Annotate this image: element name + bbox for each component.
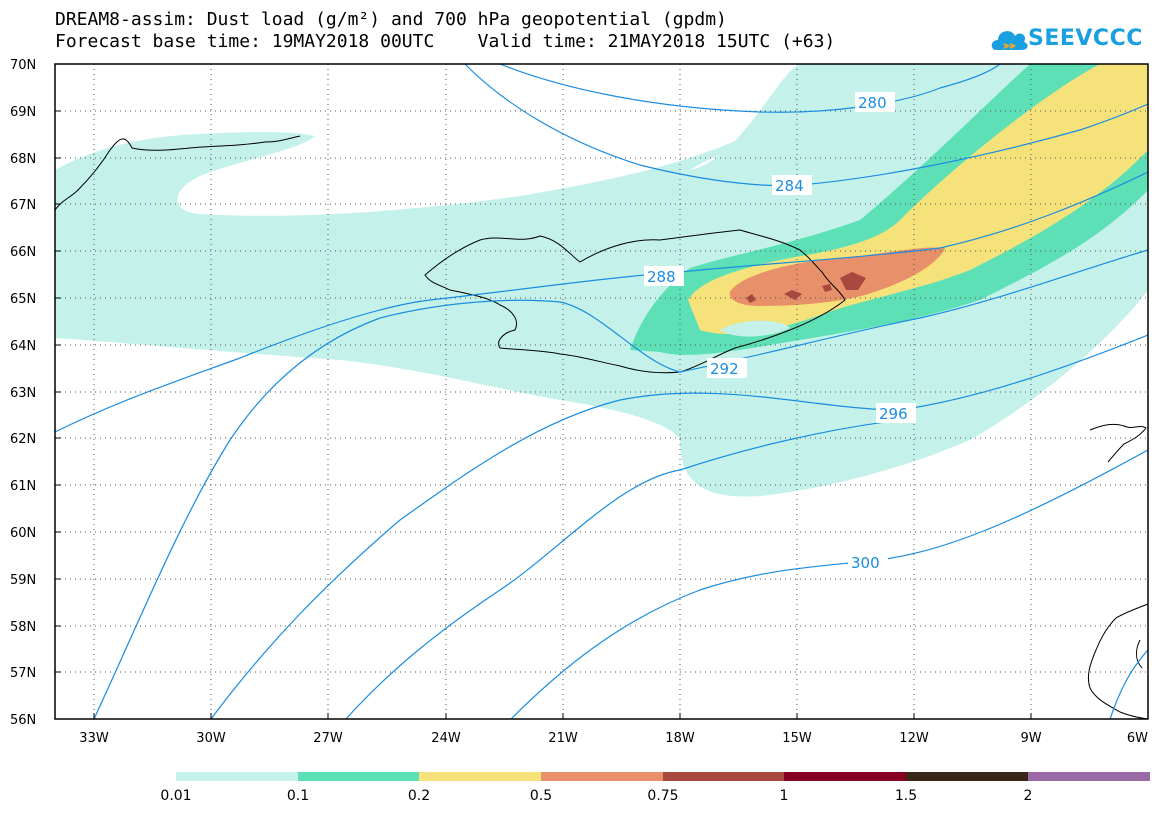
- lat-label: 58N: [10, 620, 36, 635]
- geopotential-contours: [54, 63, 1149, 720]
- faroe-islands: [1089, 423, 1147, 463]
- colorbar-label: 1: [779, 788, 789, 804]
- cloud-icon: [991, 31, 1028, 50]
- colorbar-label: 0.75: [647, 788, 679, 804]
- lat-label: 57N: [10, 666, 36, 681]
- contour-300b: [510, 449, 1149, 720]
- colorbar-label: 0.5: [529, 788, 553, 804]
- iceland-coast: [424, 229, 846, 374]
- colorbar-swatch: [663, 772, 784, 781]
- lat-label: 67N: [10, 198, 36, 213]
- greenland-coast: [54, 135, 301, 211]
- lon-label: 12W: [899, 731, 929, 746]
- lon-label: 6W: [1127, 731, 1148, 746]
- lat-label: 60N: [10, 526, 36, 541]
- lon-label: 24W: [431, 731, 461, 746]
- lat-label: 64N: [10, 339, 36, 354]
- dust-shade-0.75: [746, 272, 866, 303]
- contour-296: [210, 334, 1149, 720]
- map-title: DREAM8-assim: Dust load (g/m²) and 700 h…: [55, 9, 727, 30]
- lon-labels: 33W 30W 27W 24W 21W 18W 15W 12W 9W 6W: [79, 731, 1148, 746]
- lat-label: 70N: [10, 58, 36, 73]
- lon-label: 18W: [665, 731, 695, 746]
- dust-hole: [720, 320, 790, 337]
- contour-label-296: 296: [879, 405, 908, 423]
- lat-label: 69N: [10, 105, 36, 120]
- colorbar-swatch: [176, 772, 298, 781]
- colorbar-swatch: [419, 772, 541, 781]
- graticule: [55, 64, 1148, 719]
- lon-label: 33W: [79, 731, 109, 746]
- colorbar-swatch: [906, 772, 1028, 781]
- lat-label: 61N: [10, 479, 36, 494]
- lon-label: 30W: [196, 731, 226, 746]
- lat-label: 63N: [10, 386, 36, 401]
- coastlines: [54, 135, 1149, 720]
- lat-label: 66N: [10, 245, 36, 260]
- lat-label: 65N: [10, 292, 36, 307]
- lat-axis: [55, 63, 61, 720]
- colorbar-label: 1.5: [894, 788, 918, 804]
- contour-304: [1109, 649, 1149, 720]
- logo-text: SEEVCCC: [1028, 26, 1143, 51]
- contour-label-group: 280 284 288 292 296 300: [644, 92, 916, 572]
- colorbar-label: 0.01: [160, 788, 192, 804]
- lat-label: 56N: [10, 713, 36, 728]
- lon-label: 21W: [548, 731, 578, 746]
- colorbar-label: 2: [1023, 788, 1033, 804]
- colorbar-swatch: [784, 772, 906, 781]
- lon-label: 15W: [782, 731, 812, 746]
- colorbar-swatch: [541, 772, 663, 781]
- dust-shade-0.5: [729, 247, 945, 306]
- lat-label: 68N: [10, 152, 36, 167]
- contour-label-300: 300: [851, 554, 880, 572]
- lon-label: 27W: [313, 731, 343, 746]
- contour-label-280: 280: [858, 94, 887, 112]
- lat-labels: 70N 69N 68N 67N 66N 65N 64N 63N 62N 61N …: [10, 58, 36, 728]
- lon-label: 9W: [1020, 731, 1041, 746]
- contour-300: [345, 419, 901, 720]
- contour-280: [499, 63, 1001, 113]
- dust-shade-0.01: [55, 64, 1148, 497]
- colorbar-swatch: [298, 772, 419, 781]
- contour-label-288: 288: [647, 268, 676, 286]
- scotland-coast: [1087, 603, 1149, 720]
- seevccc-logo: SEEVCCC: [990, 20, 1143, 56]
- colorbar-label: 0.2: [407, 788, 431, 804]
- lat-label: 59N: [10, 573, 36, 588]
- contour-292: [93, 249, 1149, 720]
- map-subtitle: Forecast base time: 19MAY2018 00UTC Vali…: [55, 31, 836, 52]
- contour-288: [54, 171, 1149, 433]
- colorbar-swatch: [1028, 772, 1150, 781]
- lon-axis: [93, 713, 1149, 719]
- colorbar-label: 0.1: [286, 788, 310, 804]
- contour-label-284: 284: [775, 177, 804, 195]
- lat-label: 62N: [10, 432, 36, 447]
- contour-label-292: 292: [710, 360, 739, 378]
